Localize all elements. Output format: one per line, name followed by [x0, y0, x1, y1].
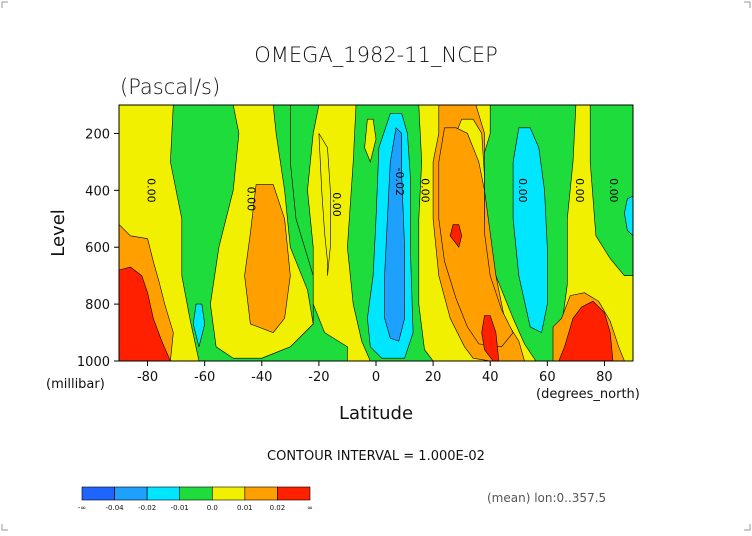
- contour-region-neg_0.01: [589, 105, 633, 277]
- colorbar-tick-label: 0.02: [270, 504, 286, 512]
- crop-mark-bottom-left: [1, 524, 8, 531]
- x-tick-label: 40: [482, 370, 499, 385]
- contour-region-pos_0.02: [449, 224, 463, 248]
- colorbar-tick-label: -0.02: [138, 504, 156, 512]
- footnote: (mean) lon:0..357.5: [487, 491, 606, 505]
- chart-title: OMEGA_1982-11_NCEP: [254, 43, 498, 67]
- colorbar: -∞ -0.04 -0.02 -0.01 0.0 0.01 0.02 ∞: [78, 486, 313, 512]
- x-tick-label: 20: [425, 370, 442, 385]
- contour-label: 0.00: [419, 178, 432, 203]
- contour-region-pos_0.02: [558, 300, 614, 361]
- contour-label: -0.02: [393, 168, 406, 196]
- y-tick-label: 200: [85, 127, 110, 142]
- colorbar-tick-label: -0.01: [171, 504, 189, 512]
- x-axis-label: Latitude: [339, 403, 413, 424]
- contour-interval-text: CONTOUR INTERVAL = 1.000E-02: [267, 449, 485, 464]
- contour-region-neg_0.03: [384, 127, 405, 342]
- colorbar-tick-label: -0.04: [106, 504, 125, 512]
- x-axis-unit: (degrees_north): [536, 387, 640, 402]
- colorbar-swatch: [81, 486, 115, 501]
- y-tick-label: 1000: [77, 355, 110, 370]
- colorbar-swatch: [211, 486, 246, 501]
- contour-label: 0.00: [245, 187, 258, 212]
- crop-mark-bottom-right: [744, 524, 751, 531]
- x-tick-label: -80: [137, 370, 158, 385]
- chart-subtitle: (Pascal/s): [120, 75, 220, 99]
- y-tick-label: 600: [85, 241, 110, 256]
- colorbar-tick-label: 0.01: [237, 504, 253, 512]
- colorbar-tick-label: 0.0: [207, 504, 218, 512]
- colorbar-swatch: [179, 486, 213, 501]
- colorbar-swatch: [277, 486, 311, 501]
- contour-region-pos_0.01: [438, 127, 514, 348]
- y-axis-label: Level: [48, 209, 69, 257]
- contour-region-neg_0.02: [624, 195, 633, 237]
- contour-region-pos_0.02: [481, 315, 500, 361]
- contour-region-neg_0.02: [192, 303, 206, 347]
- y-axis-ticks: 200 400 600 800 1000: [77, 127, 119, 370]
- x-tick-label: 0: [372, 370, 380, 385]
- x-axis-ticks: -80 -60 -40 -20 0 20 40 60 80: [137, 361, 613, 385]
- x-tick-label: -40: [251, 370, 272, 385]
- plot-area: [119, 105, 633, 361]
- contour-region-pos_0.02: [119, 266, 171, 361]
- colorbar-tick-label: ∞: [307, 504, 313, 512]
- contour-region-neg_0.02: [512, 127, 548, 334]
- x-tick-label: -20: [308, 370, 329, 385]
- y-tick-label: 800: [85, 298, 110, 313]
- colorbar-swatch: [114, 486, 148, 501]
- contour-label: 0.00: [145, 178, 158, 203]
- y-axis-unit: (millibar): [46, 377, 105, 392]
- colorbar-swatch: [146, 486, 181, 501]
- contour-label: 0.00: [573, 178, 586, 203]
- x-tick-label: 60: [539, 370, 556, 385]
- crop-mark-top-left: [1, 1, 8, 8]
- contour-label: 0.00: [516, 178, 529, 203]
- x-tick-label: -60: [194, 370, 215, 385]
- colorbar-swatch: [244, 486, 278, 501]
- contour-region-pos_0.00: [318, 133, 331, 276]
- x-tick-label: 80: [596, 370, 613, 385]
- contour-labels: 0.00 0.00 0.00 -0.02 0.00 0.00 0.00 0.00: [145, 168, 621, 217]
- contour-region-pos_0.01: [244, 184, 291, 333]
- contour-label: 0.00: [607, 178, 620, 203]
- contour-region-pos_0.00: [364, 118, 377, 163]
- colorbar-tick-label: -∞: [78, 504, 86, 512]
- crop-mark-top-right: [744, 1, 751, 8]
- y-tick-label: 400: [85, 184, 110, 199]
- contour-label: 0.00: [330, 192, 343, 217]
